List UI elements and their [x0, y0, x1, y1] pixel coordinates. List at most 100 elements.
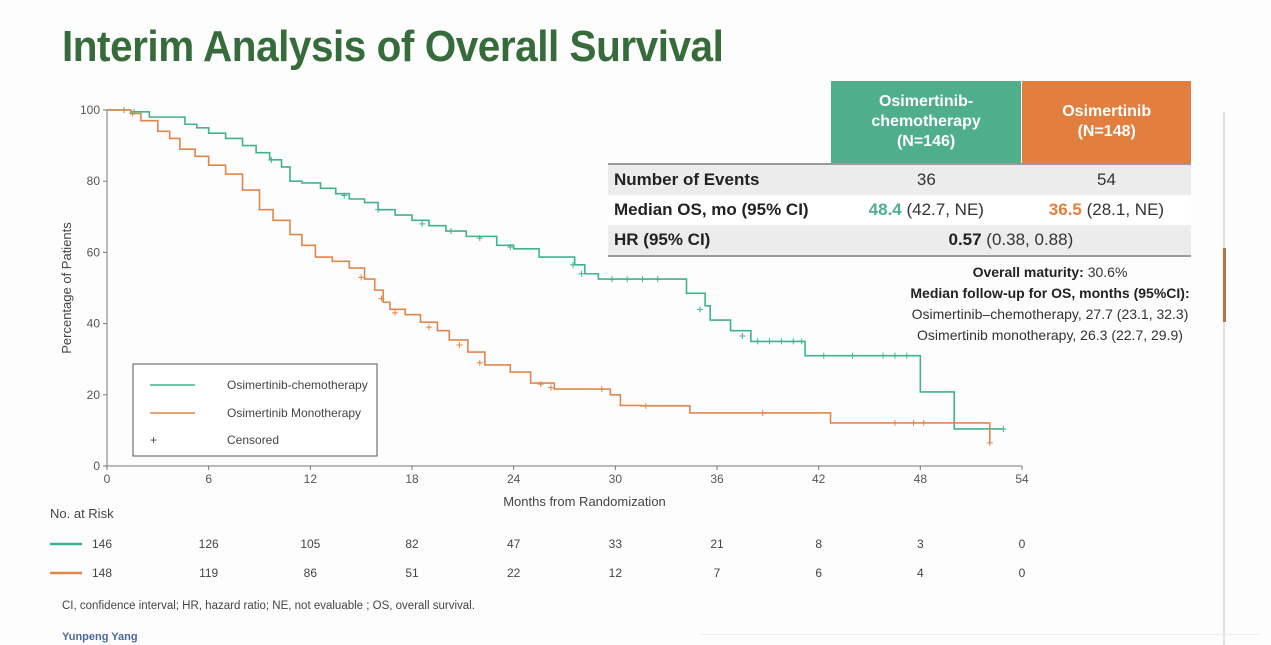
censored-mark — [798, 338, 805, 345]
x-tick-label: 48 — [914, 472, 928, 486]
y-tick-label: 100 — [80, 103, 100, 117]
at-risk-value: 3 — [917, 537, 924, 551]
summary-table: Osimertinib- chemotherapy (N=146) Osimer… — [608, 81, 1191, 257]
censored-mark — [419, 220, 426, 227]
censored-mark — [129, 110, 136, 117]
censored-mark — [624, 276, 631, 283]
censored-mark — [739, 333, 746, 340]
at-risk-value: 22 — [507, 566, 521, 580]
censored-mark — [578, 270, 585, 277]
at-risk-title: No. at Risk — [50, 506, 114, 521]
hr-row: HR (95% CI) 0.57 (0.38, 0.88) — [608, 225, 1191, 257]
at-risk-value: 8 — [815, 537, 822, 551]
at-risk-value: 146 — [92, 537, 112, 551]
censored-mark — [447, 228, 454, 235]
at-risk-value: 82 — [405, 537, 419, 551]
hr-ci: (0.38, 0.88) — [981, 230, 1074, 249]
censored-mark — [697, 306, 704, 313]
at-risk-value: 105 — [300, 537, 320, 551]
censored-mark — [766, 338, 773, 345]
censored-mark — [1000, 425, 1007, 432]
followup-chemo: Osimertinib–chemotherapy, 27.7 (23.1, 32… — [911, 306, 1189, 322]
at-risk-value: 33 — [609, 537, 623, 551]
at-risk-value: 7 — [714, 566, 721, 580]
at-risk-value: 0 — [1019, 537, 1026, 551]
at-risk-value: 119 — [199, 566, 218, 580]
header-chemo: Osimertinib- chemotherapy (N=146) — [830, 81, 1023, 164]
y-tick-label: 20 — [87, 388, 101, 402]
censored-mark — [790, 338, 797, 345]
median-os-row: Median OS, mo (95% CI) 48.4 (42.7, NE) 3… — [608, 195, 1191, 225]
censored-mark — [392, 309, 399, 316]
censored-mark — [476, 235, 483, 242]
censored-mark — [378, 295, 385, 302]
censored-mark — [268, 156, 275, 163]
censored-mark — [910, 419, 917, 426]
censored-mark — [891, 352, 898, 359]
y-axis-title: Percentage of Patients — [59, 222, 74, 354]
at-risk-value: 126 — [199, 537, 219, 551]
median-os-chemo-value: 48.4 — [868, 200, 902, 219]
maturity-line: Overall maturity: 30.6% — [880, 262, 1220, 283]
y-tick-label: 0 — [93, 459, 100, 473]
x-tick-label: 18 — [405, 472, 419, 486]
censored-mark — [778, 338, 785, 345]
censored-mark — [375, 206, 382, 213]
axes: 0 20 40 60 80 100 0 6 12 18 24 30 36 42 48 54 Months fro… — [59, 103, 1029, 509]
median-os-mono-ci: (28.1, NE) — [1081, 200, 1165, 219]
legend-box — [132, 363, 378, 457]
scrollbar-track[interactable] — [1223, 112, 1225, 645]
at-risk-value: 47 — [507, 537, 521, 551]
median-os-chemo: 48.4 (42.7, NE) — [831, 195, 1022, 225]
censored-mark — [880, 352, 887, 359]
censored-mark — [849, 352, 856, 359]
censored-mark — [639, 276, 646, 283]
x-tick-label: 0 — [104, 472, 111, 486]
censored-mark — [759, 409, 766, 416]
at-risk-value: 12 — [609, 566, 623, 580]
censored-mark — [425, 324, 432, 331]
censored-mark — [986, 439, 993, 446]
header-mono-line2: (N=148) — [1077, 123, 1136, 140]
median-os-chemo-ci: (42.7, NE) — [901, 200, 984, 219]
censored-mark — [358, 274, 365, 281]
x-tick-label: 12 — [304, 472, 318, 486]
hr-value: 0.57 — [948, 230, 982, 249]
maturity-value: 30.6% — [1083, 264, 1128, 280]
legend-label-censored: Censored — [227, 433, 279, 447]
at-risk-value: 21 — [710, 537, 724, 551]
median-os-label: Median OS, mo (95% CI) — [614, 200, 809, 219]
at-risk-table: 146 126 105 82 47 33 21 8 3 0 148 119 86 51 22 12 7 6 4 0 — [50, 537, 1026, 580]
header-empty-cell — [608, 81, 831, 164]
y-tick-label: 80 — [87, 174, 101, 188]
followup-label: Median follow-up for OS, months (95%CI): — [910, 285, 1190, 301]
events-row: Number of Events 36 54 — [608, 163, 1191, 195]
legend-censored-marker: + — [150, 433, 157, 447]
km-curve-mono — [107, 109, 991, 443]
header-chemo-line3: (N=146) — [896, 133, 956, 150]
abbreviations-footnote: CI, confidence interval; HR, hazard rati… — [62, 600, 475, 612]
censored-mark — [820, 352, 827, 359]
censored-mark — [507, 244, 514, 251]
legend-label-mono: Osimertinib Monotherapy — [227, 406, 361, 420]
x-axis-title: Months from Randomization — [503, 494, 666, 509]
header-mono: Osimertinib (N=148) — [1021, 81, 1191, 164]
scrollbar-thumb[interactable] — [1223, 248, 1226, 322]
followup-mono: Osimertinib monotherapy, 26.3 (22.7, 29.… — [917, 327, 1183, 343]
censored-mark — [754, 338, 761, 345]
at-risk-value: 6 — [815, 566, 822, 580]
median-os-mono: 36.5 (28.1, NE) — [1022, 195, 1191, 225]
censored-mark — [642, 402, 649, 409]
x-tick-label: 24 — [507, 472, 521, 486]
at-risk-value: 51 — [405, 566, 419, 580]
study-notes: Overall maturity: 30.6% Median follow-up… — [880, 262, 1220, 346]
censored-mark — [341, 192, 348, 199]
summary-header-row: Osimertinib- chemotherapy (N=146) Osimer… — [608, 81, 1191, 164]
at-risk-value: 4 — [917, 566, 924, 580]
at-risk-value: 0 — [1019, 566, 1026, 580]
events-label: Number of Events — [608, 163, 831, 195]
divider — [700, 634, 1260, 635]
x-tick-label: 6 — [205, 472, 212, 486]
x-tick-label: 42 — [812, 472, 826, 486]
header-chemo-line1: Osimertinib- — [878, 93, 974, 110]
